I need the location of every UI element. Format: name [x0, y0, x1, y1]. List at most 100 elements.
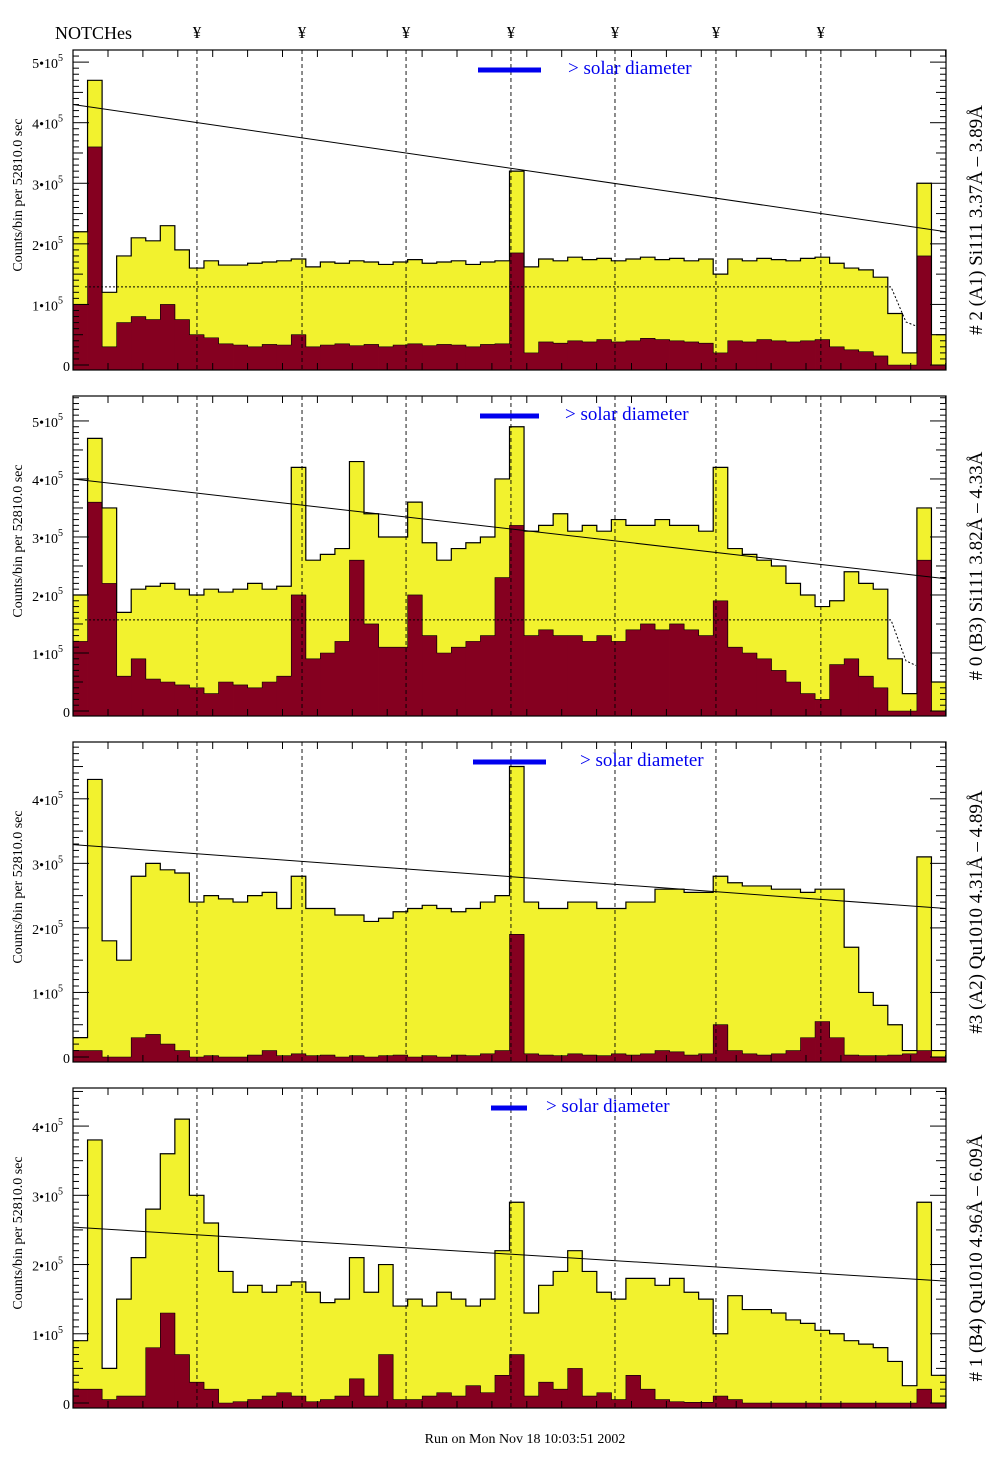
bar-total [815, 1330, 830, 1408]
bar-inner [480, 344, 496, 370]
y-tick-exponent: 5 [58, 854, 63, 865]
bar-inner [742, 652, 758, 716]
bar-total [844, 947, 860, 1062]
bar-total [291, 1281, 307, 1408]
bar-total [451, 1299, 467, 1408]
y-tick-label: 5•105 [32, 53, 63, 72]
bar-inner [131, 658, 147, 716]
bar-total [785, 1319, 801, 1408]
bar-inner [698, 1402, 714, 1408]
bar-total [916, 856, 932, 1062]
bar-total [625, 902, 641, 1062]
bar-total [349, 1257, 365, 1408]
bar-inner [378, 346, 394, 370]
bar-inner [305, 1055, 321, 1062]
bar-inner [145, 1347, 161, 1408]
bar-inner [815, 339, 830, 370]
bar-inner [553, 635, 569, 716]
bar-inner [916, 1389, 932, 1408]
bar-total [742, 885, 758, 1062]
bar-total [480, 262, 496, 370]
bar-inner [829, 346, 845, 370]
bar-inner [727, 1399, 743, 1408]
bar-total [596, 1292, 612, 1408]
bar-inner [378, 647, 394, 716]
y-tick-label: 2•105 [32, 919, 63, 938]
bar-inner [276, 1392, 292, 1408]
bar-inner [640, 1053, 656, 1062]
bar-total [436, 262, 452, 370]
bar-inner [596, 339, 612, 370]
bar-inner [393, 1399, 409, 1408]
total-outline [73, 1118, 946, 1408]
bar-inner [203, 693, 219, 716]
bar-inner [524, 352, 539, 370]
bar-total [262, 892, 278, 1062]
bar-inner [713, 1396, 729, 1408]
bar-inner [684, 1402, 700, 1408]
bar-inner [524, 1053, 539, 1062]
bar-inner [422, 635, 438, 716]
bar-total [887, 1361, 903, 1408]
bar-inner [887, 1403, 903, 1408]
y-tick-exponent: 5 [58, 644, 63, 655]
bar-total [262, 1292, 278, 1408]
bar-inner [233, 684, 248, 716]
y-tick-base: 3•10 [32, 532, 58, 547]
bar-inner [436, 344, 452, 370]
bar-inner [844, 658, 860, 716]
bar-total [611, 1299, 627, 1408]
bar-inner [538, 1382, 554, 1408]
bar-total [494, 1250, 510, 1408]
bar-inner [262, 1050, 278, 1062]
plot-area [73, 396, 946, 716]
y-tick-label: 5•105 [32, 412, 63, 431]
bar-total [524, 1313, 539, 1408]
bar-total [538, 1285, 554, 1408]
bar-total [713, 1333, 729, 1408]
bar-inner [509, 934, 525, 1062]
bar-inner [640, 623, 656, 716]
bar-inner [698, 635, 714, 716]
bar-inner [844, 1403, 860, 1408]
bar-total [131, 1257, 147, 1408]
bar-total [233, 902, 248, 1062]
y-tick-label: 4•105 [32, 470, 63, 489]
bar-inner [800, 1037, 816, 1062]
bar-inner [509, 252, 525, 370]
bar-inner [596, 1392, 612, 1408]
bar-total [407, 908, 423, 1062]
bar-total [494, 895, 510, 1062]
bar-total [684, 892, 700, 1062]
bar-inner [669, 1401, 685, 1408]
bar-inner [465, 346, 481, 370]
bar-inner [669, 623, 685, 716]
bar-total [524, 902, 539, 1062]
bar-total [436, 908, 452, 1062]
bar-inner [131, 316, 147, 370]
y-axis-label: Counts/bin per 52810.0 sec [11, 810, 26, 963]
bar-total [451, 260, 467, 370]
bar-total [902, 693, 918, 716]
y-tick-exponent: 5 [58, 1186, 63, 1197]
y-tick-label: 3•105 [32, 528, 63, 547]
y-axis-label: Counts/bin per 52810.0 sec [11, 1156, 26, 1309]
y-tick-base: 1•10 [32, 299, 58, 314]
bar-inner [655, 339, 670, 370]
bar-inner [756, 339, 772, 370]
bar-inner [873, 1055, 889, 1062]
bar-inner [87, 146, 103, 370]
bar-inner [625, 340, 641, 370]
bar-inner [233, 1057, 248, 1062]
bar-total [233, 589, 248, 716]
bar-inner [771, 1053, 787, 1062]
bar-inner [785, 681, 801, 716]
bar-inner [73, 1050, 88, 1062]
bar-total [102, 940, 118, 1062]
bar-inner [334, 1396, 350, 1408]
bar-inner [844, 1055, 860, 1062]
bar-total [203, 895, 219, 1062]
bar-total [276, 908, 292, 1062]
bar-total [727, 1295, 743, 1408]
